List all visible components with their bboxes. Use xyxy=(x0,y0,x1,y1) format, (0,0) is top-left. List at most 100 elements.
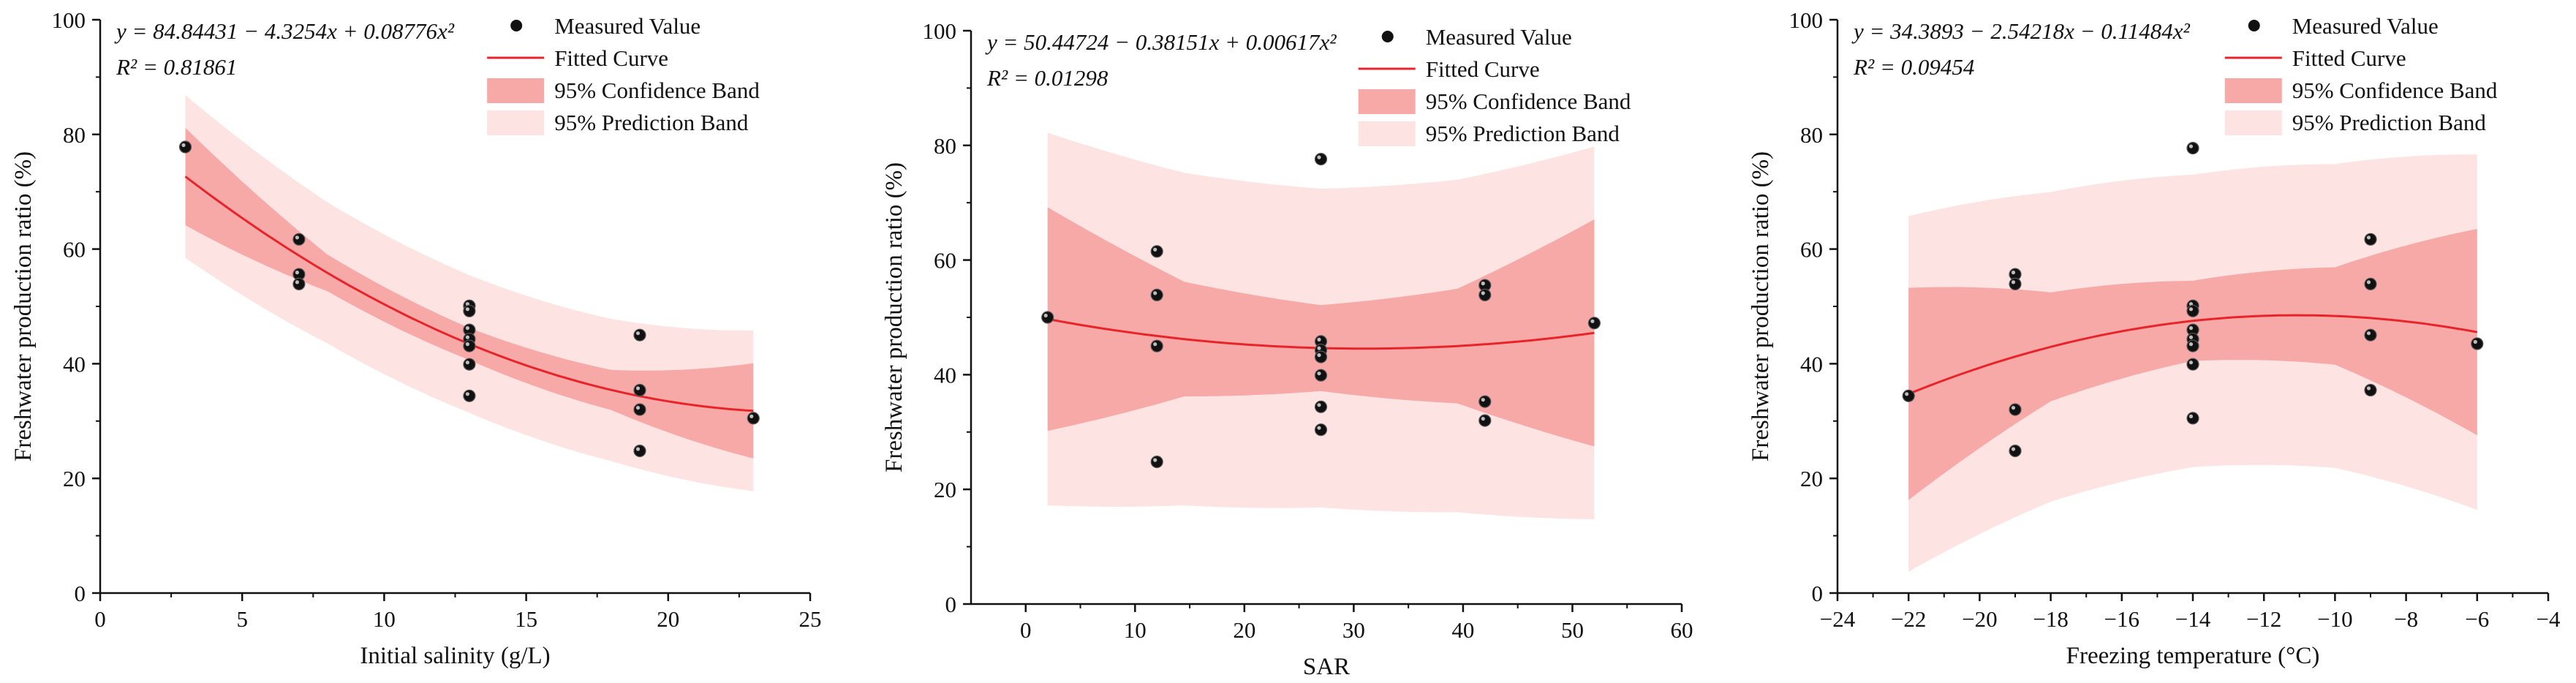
data-point-highlight xyxy=(1317,155,1321,159)
data-point-highlight xyxy=(1905,392,1909,396)
data-point-highlight xyxy=(2011,406,2016,410)
data-point-highlight xyxy=(2188,342,2194,347)
legend-label-confidence: 95% Confidence Band xyxy=(554,78,760,103)
data-point-highlight xyxy=(2188,326,2194,331)
x-tick-label: −12 xyxy=(2246,606,2281,632)
data-point-highlight xyxy=(465,335,470,339)
y-tick-label: 0 xyxy=(1812,581,1824,606)
data-point-highlight xyxy=(1153,458,1157,462)
data-point xyxy=(2186,358,2199,371)
data-point xyxy=(1041,311,1054,324)
data-point-highlight xyxy=(465,342,470,347)
data-point xyxy=(1314,153,1328,166)
data-point xyxy=(463,339,476,352)
x-tick-label: 60 xyxy=(1671,617,1693,643)
x-tick-label: 0 xyxy=(1020,617,1032,643)
y-axis-label: Freshwater production ratio (%) xyxy=(10,151,37,461)
data-point xyxy=(633,383,646,397)
data-point-highlight xyxy=(1317,353,1321,358)
data-point-highlight xyxy=(1317,426,1321,430)
legend-label-prediction: 95% Prediction Band xyxy=(554,110,749,135)
x-tick-label: −6 xyxy=(2465,606,2489,632)
y-axis-label: Freshwater production ratio (%) xyxy=(881,162,907,472)
data-point-highlight xyxy=(1317,371,1321,376)
x-tick-label: −8 xyxy=(2394,606,2418,632)
y-tick-label: 0 xyxy=(75,581,86,606)
data-point-highlight xyxy=(749,414,754,419)
r-squared: R² = 0.09454 xyxy=(1853,54,1974,80)
x-tick-label: −4 xyxy=(2537,606,2561,632)
data-point-highlight xyxy=(1317,337,1321,342)
data-point-highlight xyxy=(2366,331,2371,336)
chart-panel-3: −24 −22 −20 −18 −16 −14 −12 −10 −8 −6 −4 0 20 40 60 80 1… xyxy=(1748,7,2561,669)
r-squared: R² = 0.01298 xyxy=(986,65,1108,91)
legend-label-measured: Measured Value xyxy=(2292,13,2439,39)
fit-equation: y = 34.3893 − 2.54218x − 0.11484x² xyxy=(1851,18,2190,44)
data-point-highlight xyxy=(2473,339,2477,344)
legend-label-confidence: 95% Confidence Band xyxy=(2292,78,2498,103)
legend-swatch-prediction xyxy=(2224,110,2282,135)
x-tick-label: 10 xyxy=(1124,617,1147,643)
data-point-highlight xyxy=(1481,291,1485,295)
data-point xyxy=(2186,304,2199,317)
x-tick-label: −20 xyxy=(1962,606,1997,632)
data-point-highlight xyxy=(1590,319,1595,323)
y-tick-label: 80 xyxy=(934,133,956,159)
data-point xyxy=(1150,245,1163,258)
data-point xyxy=(1150,455,1163,469)
data-point-highlight xyxy=(465,392,470,396)
data-point-highlight xyxy=(2366,386,2371,390)
x-tick-label: −16 xyxy=(2104,606,2139,632)
data-point-highlight xyxy=(1153,247,1157,252)
data-point xyxy=(2009,403,2022,416)
data-point xyxy=(463,304,476,317)
data-point xyxy=(2009,277,2022,290)
data-point xyxy=(2364,328,2377,342)
data-point xyxy=(1314,423,1328,437)
x-tick-label: −22 xyxy=(1891,606,1926,632)
data-point-highlight xyxy=(2366,280,2371,284)
y-tick-label: 20 xyxy=(1800,466,1823,491)
legend-swatch-confidence xyxy=(1358,89,1416,114)
data-point xyxy=(633,444,646,458)
data-point-highlight xyxy=(1317,403,1321,407)
data-point-highlight xyxy=(2188,144,2194,148)
legend-label-measured: Measured Value xyxy=(554,13,700,39)
confidence-band xyxy=(1908,229,2477,500)
data-point-highlight xyxy=(2188,335,2194,339)
data-point-highlight xyxy=(635,331,641,336)
data-point xyxy=(292,233,306,246)
data-point-highlight xyxy=(2366,235,2371,240)
data-point xyxy=(2186,412,2199,425)
y-tick-label: 100 xyxy=(923,18,957,44)
data-point-highlight xyxy=(635,386,641,390)
data-point xyxy=(292,277,306,290)
data-point xyxy=(2471,337,2484,350)
data-point-highlight xyxy=(2188,414,2194,419)
data-point-highlight xyxy=(465,307,470,312)
x-tick-label: 15 xyxy=(515,606,537,632)
data-point-highlight xyxy=(465,326,470,331)
legend-label-confidence: 95% Confidence Band xyxy=(1426,88,1631,114)
chart-panel-1: 0 5 10 15 20 25 0 20 40 60 80 100 Initial salinity (… xyxy=(10,7,822,669)
data-point-highlight xyxy=(1153,342,1157,347)
data-point xyxy=(1902,389,1915,402)
legend-swatch-prediction xyxy=(1358,121,1416,146)
x-axis-label: Freezing temperature (°C) xyxy=(2066,643,2320,669)
chart-panel-2: 0 10 20 30 40 50 60 0 20 40 60 80 100 SAR Freshwater p… xyxy=(881,18,1693,680)
data-point-highlight xyxy=(1153,291,1157,295)
y-tick-label: 20 xyxy=(934,477,956,502)
fitted-curve xyxy=(1908,314,2478,396)
data-point-highlight xyxy=(295,271,299,275)
y-tick-label: 100 xyxy=(52,7,86,33)
data-point-highlight xyxy=(1481,417,1485,421)
x-axis-label: SAR xyxy=(1303,654,1350,680)
y-tick-label: 60 xyxy=(1800,237,1823,263)
x-tick-label: −14 xyxy=(2175,606,2211,632)
x-tick-label: −10 xyxy=(2317,606,2352,632)
x-tick-label: 40 xyxy=(1451,617,1474,643)
data-point xyxy=(1587,317,1601,330)
legend-swatch-confidence xyxy=(2224,78,2282,103)
data-point xyxy=(2186,339,2199,352)
